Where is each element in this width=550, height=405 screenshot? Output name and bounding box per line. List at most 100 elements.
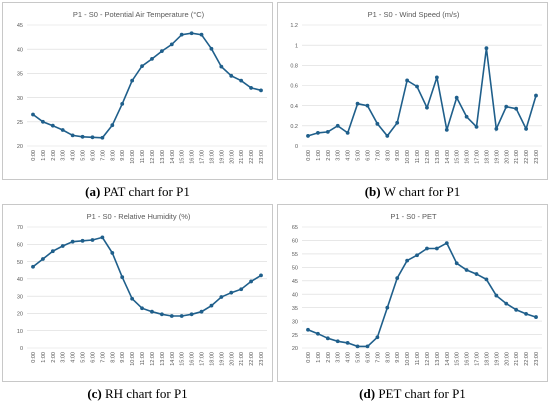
x-tick-label: 9:00 bbox=[395, 150, 401, 161]
x-tick-label: 3:00 bbox=[61, 150, 67, 161]
x-tick-label: 23:00 bbox=[534, 352, 540, 366]
x-tick-label: 11:00 bbox=[415, 352, 421, 365]
data-point bbox=[249, 279, 253, 284]
data-point bbox=[464, 114, 469, 119]
x-tick-label: 8:00 bbox=[110, 352, 116, 363]
series-line bbox=[307, 48, 537, 138]
x-tick-label: 10:00 bbox=[405, 150, 411, 164]
data-point bbox=[80, 134, 85, 139]
chart-wind: P1 - S0 - Wind Speed (m/s) 0 0.2 0.4 0.6 0.8 1… bbox=[290, 10, 542, 164]
data-point bbox=[405, 258, 410, 263]
data-point bbox=[494, 126, 499, 131]
data-point bbox=[179, 314, 184, 318]
x-tick-label: 5:00 bbox=[356, 352, 362, 363]
x-tick-label: 21:00 bbox=[514, 352, 520, 366]
data-point bbox=[60, 244, 65, 248]
x-tick-label: 9:00 bbox=[120, 150, 126, 161]
caption-text: PET chart for P1 bbox=[375, 386, 466, 401]
x-tick-label: 14:00 bbox=[170, 352, 176, 366]
data-point bbox=[239, 78, 244, 83]
data-point bbox=[100, 235, 105, 240]
x-tick-label: 2:00 bbox=[326, 150, 332, 161]
data-point bbox=[365, 344, 370, 349]
x-tick-label: 19:00 bbox=[494, 352, 500, 366]
data-point bbox=[415, 84, 419, 89]
x-tick-label: 22:00 bbox=[524, 150, 530, 164]
data-point bbox=[325, 129, 330, 134]
data-point bbox=[316, 331, 320, 336]
caption-letter: (a) bbox=[85, 184, 101, 199]
data-point bbox=[355, 101, 360, 106]
data-point bbox=[514, 307, 519, 312]
data-point bbox=[405, 78, 410, 83]
x-tick-label: 2:00 bbox=[51, 150, 57, 161]
x-tick-label: 10:00 bbox=[130, 150, 136, 164]
y-tick-label: 30 bbox=[17, 294, 23, 300]
y-tick-label: 45 bbox=[292, 279, 298, 285]
data-point bbox=[425, 105, 429, 110]
data-point bbox=[199, 32, 204, 37]
data-point bbox=[219, 295, 224, 299]
data-point bbox=[50, 249, 55, 254]
x-tick-label: 1:00 bbox=[316, 352, 322, 363]
x-tick-label: 8:00 bbox=[110, 150, 116, 161]
y-tick-label: 35 bbox=[292, 306, 298, 312]
x-tick-label: 4:00 bbox=[71, 150, 77, 161]
data-point bbox=[169, 314, 174, 318]
data-point bbox=[60, 128, 65, 132]
x-tick-label: 22:00 bbox=[249, 352, 255, 366]
chart-title: P1 - S0 - Relative Humidity (%) bbox=[87, 212, 191, 221]
x-tick-label: 6:00 bbox=[90, 352, 96, 363]
y-tick-label: 40 bbox=[292, 292, 298, 298]
data-point bbox=[464, 268, 469, 272]
data-point bbox=[140, 306, 144, 311]
data-point bbox=[325, 336, 330, 341]
x-tick-label: 7:00 bbox=[375, 352, 381, 363]
data-point bbox=[375, 335, 380, 340]
data-point bbox=[150, 56, 154, 61]
x-tick-label: 18:00 bbox=[209, 150, 215, 164]
caption-letter: (d) bbox=[359, 386, 376, 401]
chart-pat: P1 - S0 - Potential Air Temperature (°C)… bbox=[17, 10, 267, 164]
y-tick-label: 40 bbox=[17, 277, 23, 283]
x-tick-label: 15:00 bbox=[180, 150, 186, 164]
x-tick-label: 6:00 bbox=[365, 352, 371, 363]
y-tick-label: 0.4 bbox=[290, 104, 298, 110]
x-tick-label: 14:00 bbox=[170, 150, 176, 164]
x-tick-label: 7:00 bbox=[100, 352, 106, 363]
caption-pat: (a) PAT chart for P1 bbox=[2, 184, 273, 200]
x-tick-label: 18:00 bbox=[484, 150, 490, 164]
x-tick-label: 5:00 bbox=[81, 352, 87, 363]
data-point bbox=[90, 135, 95, 140]
x-tick-label: 20:00 bbox=[229, 352, 235, 366]
x-tick-label: 7:00 bbox=[100, 150, 106, 161]
data-point bbox=[259, 273, 263, 278]
x-tick-label: 3:00 bbox=[336, 352, 342, 363]
x-tick-label: 4:00 bbox=[346, 150, 352, 161]
x-tick-label: 0:00 bbox=[31, 150, 37, 161]
x-tick-label: 0:00 bbox=[306, 150, 312, 161]
x-tick-label: 10:00 bbox=[405, 352, 411, 366]
data-point bbox=[239, 287, 244, 292]
x-tick-label: 17:00 bbox=[200, 150, 206, 164]
caption-pet: (d) PET chart for P1 bbox=[277, 386, 548, 402]
data-point bbox=[434, 246, 439, 251]
data-point bbox=[169, 42, 174, 47]
data-point bbox=[514, 106, 519, 111]
data-point bbox=[316, 130, 320, 135]
data-point bbox=[534, 315, 538, 319]
x-tick-label: 5:00 bbox=[81, 150, 87, 161]
x-tick-label: 23:00 bbox=[259, 150, 265, 164]
x-tick-label: 11:00 bbox=[415, 150, 421, 163]
data-point bbox=[385, 305, 390, 310]
data-point bbox=[375, 121, 380, 126]
data-point bbox=[150, 309, 154, 314]
y-tick-label: 0.8 bbox=[290, 64, 298, 70]
x-tick-label: 14:00 bbox=[445, 352, 451, 366]
data-point bbox=[179, 32, 184, 37]
x-tick-label: 0:00 bbox=[31, 352, 37, 363]
data-point bbox=[454, 261, 459, 266]
x-tick-label: 12:00 bbox=[150, 150, 156, 164]
y-tick-label: 10 bbox=[17, 329, 23, 335]
data-point bbox=[484, 46, 489, 51]
